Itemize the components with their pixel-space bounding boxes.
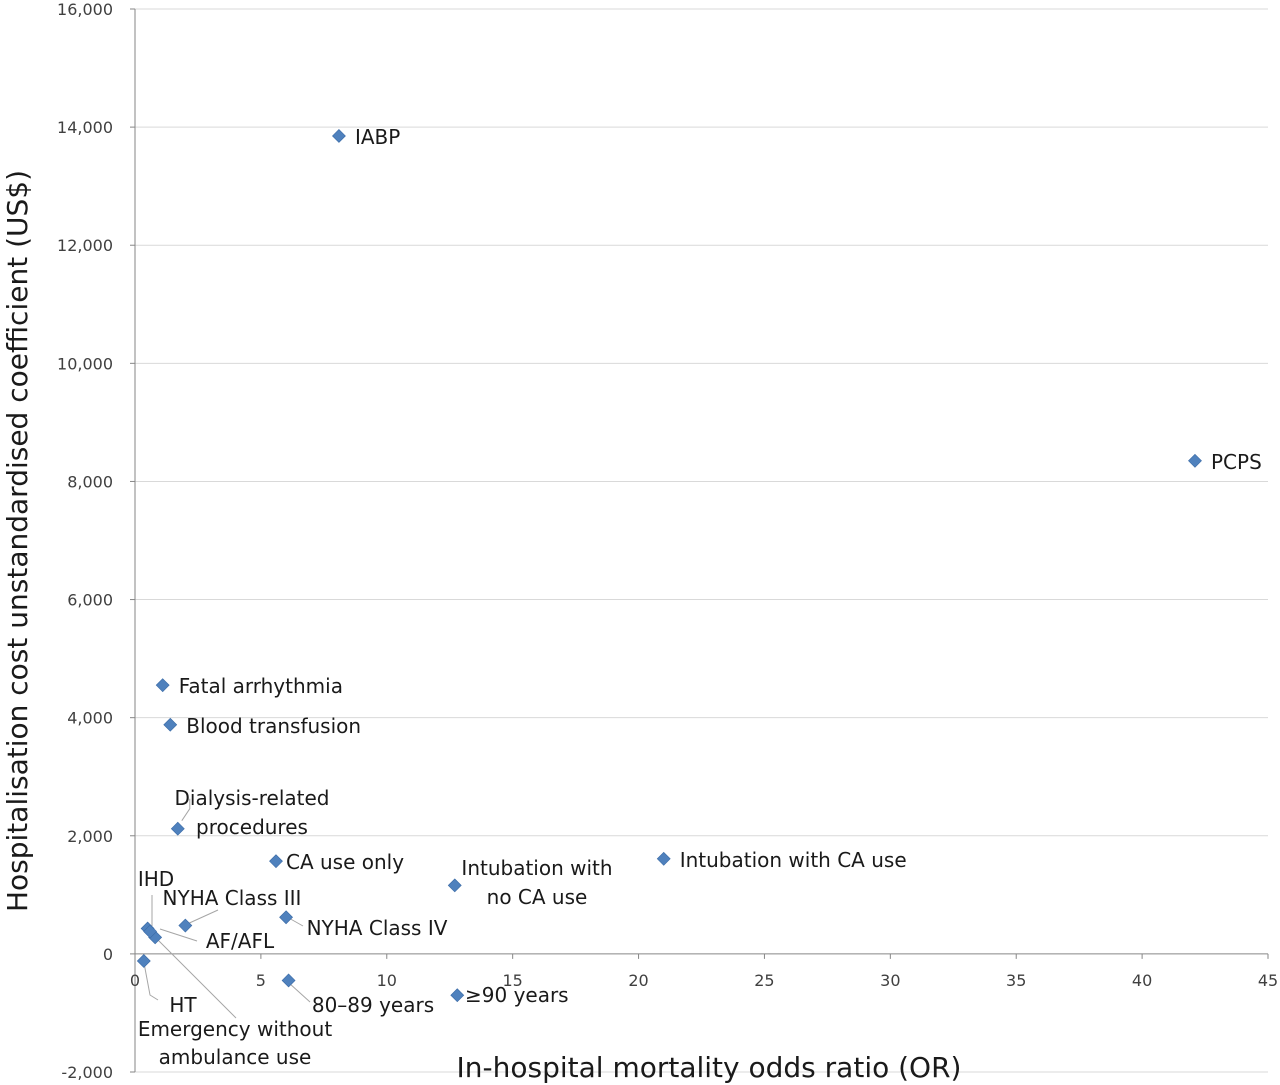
y-tick-label: 8,000	[67, 472, 113, 491]
gridlines	[135, 8, 1268, 1073]
data-point-marker	[450, 988, 465, 1003]
y-tick-label: 14,000	[57, 118, 113, 137]
x-tick-label: 40	[1132, 971, 1152, 990]
data-point-marker	[155, 678, 170, 693]
data-point-label: CA use only	[286, 850, 404, 874]
x-tick-label: 35	[1006, 971, 1026, 990]
x-tick-label: 30	[880, 971, 900, 990]
leader-line	[159, 928, 198, 942]
leader-line	[288, 982, 311, 1003]
data-point-marker	[447, 878, 462, 893]
data-point-marker	[163, 717, 178, 732]
y-tick-labels: -2,000 0 2,000 4,000 6,000 8,000 10,000 12,000 1…	[57, 0, 113, 1082]
data-point-label: NYHA Class IV	[307, 916, 448, 940]
x-tick-label: 10	[377, 971, 397, 990]
data-point-label: AF/AFL	[206, 929, 275, 953]
data-point-marker	[332, 129, 346, 143]
data-point-label: Intubation with no CA use	[461, 856, 612, 909]
x-tick-label: 0	[130, 971, 140, 990]
data-points	[136, 129, 1202, 1003]
data-point-label: HT	[169, 993, 197, 1017]
data-point-label: ≥90 years	[465, 983, 569, 1007]
y-tick-label: 16,000	[57, 0, 113, 19]
leader-line	[181, 798, 191, 821]
leader-line	[143, 962, 159, 1001]
data-point-label: IHD	[138, 867, 174, 891]
data-point-marker	[656, 851, 671, 866]
y-tick-label: 12,000	[57, 236, 113, 255]
data-point-marker	[1188, 453, 1202, 468]
data-point-label: NYHA Class III	[163, 886, 302, 910]
data-point-label: Intubation with CA use	[680, 848, 907, 872]
leader-line	[149, 931, 237, 1019]
data-point-label: Emergency without ambulance use	[138, 1017, 333, 1069]
y-axis-title: Hospitalisation cost unstandardised coef…	[1, 170, 34, 912]
data-point-label: Blood transfusion	[186, 714, 361, 738]
data-point-marker	[269, 854, 283, 869]
data-point-label: Fatal arrhythmia	[179, 674, 343, 698]
x-tick-label: 45	[1258, 971, 1278, 990]
data-point-label: 80–89 years	[312, 993, 434, 1017]
data-point-marker	[279, 910, 293, 925]
data-point-marker	[178, 918, 193, 933]
data-point-label: PCPS	[1211, 450, 1262, 474]
y-tick-label: 0	[103, 945, 113, 964]
leader-lines	[143, 798, 311, 1019]
y-tick-label: 2,000	[67, 827, 113, 846]
y-tick-label: 10,000	[57, 354, 113, 373]
axes	[130, 8, 1269, 1073]
x-tick-label: 25	[754, 971, 774, 990]
y-tick-label: 6,000	[67, 591, 113, 610]
x-tick-label: 15	[502, 971, 522, 990]
data-point-label: Dialysis-related procedures	[175, 786, 330, 839]
y-tick-label: 4,000	[67, 709, 113, 728]
data-point-marker	[136, 954, 151, 968]
data-point-marker	[281, 973, 296, 988]
point-labels: IABP PCPS Fatal arrhythmia Blood transfusio…	[138, 125, 1262, 1069]
x-tick-label: 20	[628, 971, 648, 990]
x-axis-title: In-hospital mortality odds ratio (OR)	[457, 1051, 962, 1084]
data-point-marker	[170, 821, 185, 836]
x-tick-label: 5	[256, 971, 266, 990]
data-point-marker	[143, 924, 158, 939]
y-tick-label: -2,000	[61, 1063, 113, 1082]
data-point-label: IABP	[355, 125, 400, 149]
leader-line	[184, 909, 219, 926]
x-tick-labels: 0 5 10 15 20 25 30 35 40 45	[130, 971, 1278, 990]
